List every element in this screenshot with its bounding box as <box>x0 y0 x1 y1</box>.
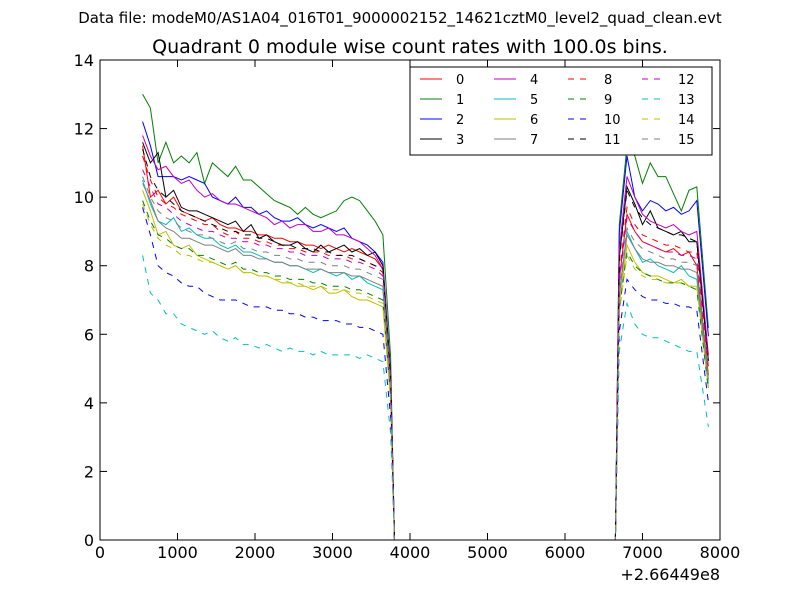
chart-title: Quadrant 0 module wise count rates with … <box>152 36 668 58</box>
x-tick-label: 8000 <box>700 543 741 562</box>
legend-label-5: 5 <box>530 93 538 108</box>
legend-label-7: 7 <box>530 133 538 148</box>
figure-suptitle: Data file: modeM0/AS1A04_016T01_90000021… <box>78 9 722 28</box>
series-line-8 <box>142 155 709 541</box>
legend-label-8: 8 <box>604 73 612 88</box>
legend-label-2: 2 <box>456 113 464 128</box>
x-tick-label: 3000 <box>312 543 353 562</box>
y-tick-label: 4 <box>84 394 94 413</box>
y-tick-label: 2 <box>84 462 94 481</box>
plot-lines <box>142 94 709 541</box>
y-tick-label: 8 <box>84 257 94 276</box>
series-line-14 <box>142 203 709 541</box>
y-tick-label: 14 <box>74 51 94 70</box>
series-line-15 <box>142 176 709 541</box>
x-tick-label: 2000 <box>235 543 276 562</box>
x-tick-label: 4000 <box>390 543 431 562</box>
x-tick-label: 0 <box>95 543 105 562</box>
y-tick-label: 10 <box>74 188 94 207</box>
legend-label-1: 1 <box>456 93 464 108</box>
y-tick-label: 0 <box>84 531 94 550</box>
legend-label-15: 15 <box>678 133 695 148</box>
legend-label-13: 13 <box>678 93 695 108</box>
legend-label-3: 3 <box>456 133 464 148</box>
series-line-9 <box>142 200 709 541</box>
y-tick-label: 12 <box>74 120 94 139</box>
legend-label-9: 9 <box>604 93 612 108</box>
series-line-13 <box>142 255 709 541</box>
series-line-3 <box>142 142 709 541</box>
series-line-1 <box>142 94 709 541</box>
series-line-4 <box>142 135 709 541</box>
x-offset-label: +2.66449e8 <box>620 565 720 584</box>
legend-label-10: 10 <box>604 113 621 128</box>
legend-box <box>409 66 713 156</box>
series-line-11 <box>142 148 709 541</box>
legend-label-0: 0 <box>456 73 464 88</box>
legend-label-6: 6 <box>530 113 538 128</box>
x-tick-label: 1000 <box>157 543 198 562</box>
series-line-12 <box>142 169 709 541</box>
x-tick-label: 5000 <box>467 543 508 562</box>
x-tick-label: 7000 <box>622 543 663 562</box>
series-line-6 <box>142 190 709 541</box>
legend-label-14: 14 <box>678 113 695 128</box>
legend-label-12: 12 <box>678 73 695 88</box>
series-line-2 <box>142 121 709 541</box>
axis-ticks: 0 1000 2000 3000 4000 5000 6000 7000 80000246810… <box>74 51 741 562</box>
legend-label-11: 11 <box>604 133 621 148</box>
legend-label-4: 4 <box>530 73 538 88</box>
series-line-10 <box>142 207 709 541</box>
series-line-7 <box>142 183 709 541</box>
x-tick-label: 6000 <box>545 543 586 562</box>
y-tick-label: 6 <box>84 325 94 344</box>
